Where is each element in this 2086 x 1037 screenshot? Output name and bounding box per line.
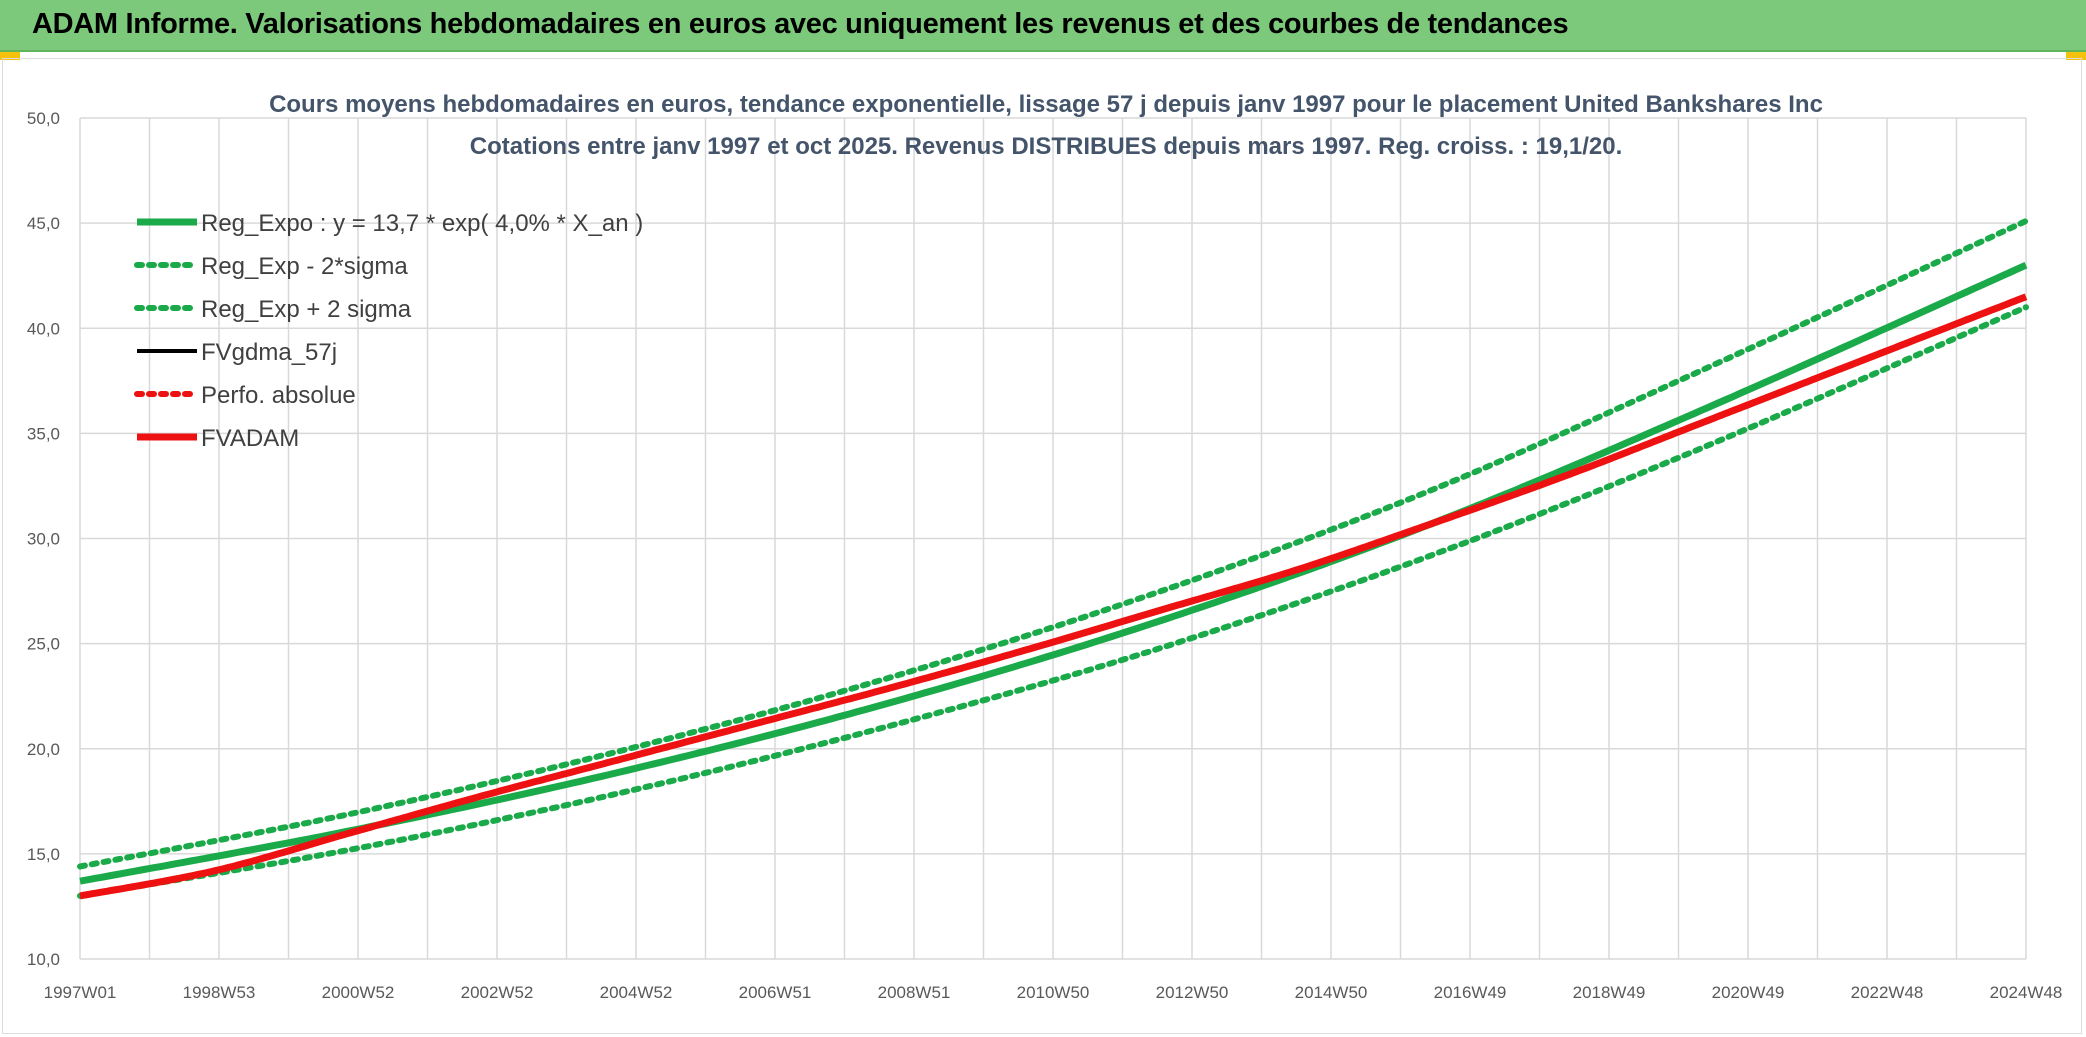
chart-frame [2, 58, 2082, 1034]
y-tick-label: 20,0 [27, 740, 60, 759]
series-layer [77, 218, 2029, 900]
x-tick-label: 2014W50 [1295, 983, 1368, 1002]
report-banner: ADAM Informe. Valorisations hebdomadaire… [0, 0, 2086, 52]
x-tick-label: 2020W49 [1712, 983, 1785, 1002]
series-line-5 [78, 293, 2028, 900]
chart-title-line-2: Cotations entre janv 1997 et oct 2025. R… [470, 133, 1622, 160]
series-line-1 [77, 304, 2029, 899]
y-tick-label: 10,0 [27, 950, 60, 969]
corner-marker-left [0, 52, 20, 60]
legend: Reg_Expo : y = 13,7 * exp( 4,0% * X_an )… [134, 210, 643, 452]
x-tick-label: 2008W51 [878, 983, 951, 1002]
x-tick-label: 2016W49 [1434, 983, 1507, 1002]
y-tick-label: 30,0 [27, 530, 60, 549]
y-tick-label: 15,0 [27, 845, 60, 864]
x-tick-label: 2010W50 [1017, 983, 1090, 1002]
legend-label: Reg_Exp + 2 sigma [201, 296, 412, 323]
x-tick-label: 2006W51 [739, 983, 812, 1002]
x-tick-label: 2022W48 [1851, 983, 1924, 1002]
x-tick-label: 2002W52 [461, 983, 534, 1002]
chart-title-line-1: Cours moyens hebdomadaires en euros, ten… [269, 91, 1823, 118]
y-tick-label: 25,0 [27, 635, 60, 654]
y-tick-label: 45,0 [27, 214, 60, 233]
legend-label: Perfo. absolue [201, 382, 356, 409]
y-tick-label: 50,0 [27, 109, 60, 128]
x-tick-label: 2004W52 [600, 983, 673, 1002]
x-tick-label: 1998W53 [183, 983, 256, 1002]
x-tick-label: 2018W49 [1573, 983, 1646, 1002]
legend-label: FVADAM [201, 425, 299, 452]
grid-layer [79, 117, 2027, 960]
legend-label: Reg_Expo : y = 13,7 * exp( 4,0% * X_an ) [201, 210, 643, 237]
legend-label: FVgdma_57j [201, 339, 337, 366]
y-tick-label: 40,0 [27, 319, 60, 338]
series-line-2 [77, 218, 2029, 870]
report-title: ADAM Informe. Valorisations hebdomadaire… [32, 8, 1569, 40]
x-tick-label: 2024W48 [1990, 983, 2063, 1002]
x-tick-label: 2012W50 [1156, 983, 1229, 1002]
x-axis: 1997W01 1998W53 2000W52 2002W52 2004W52 2006W… [44, 983, 2063, 1002]
corner-marker-right [2066, 52, 2086, 60]
x-tick-label: 2000W52 [322, 983, 395, 1002]
y-axis: 10,0 15,0 20,0 25,0 30,0 35,0 40,0 45,0 50,0 [27, 109, 60, 969]
x-tick-label: 1997W01 [44, 983, 117, 1002]
y-tick-label: 35,0 [27, 424, 60, 443]
legend-label: Reg_Exp - 2*sigma [201, 253, 408, 280]
